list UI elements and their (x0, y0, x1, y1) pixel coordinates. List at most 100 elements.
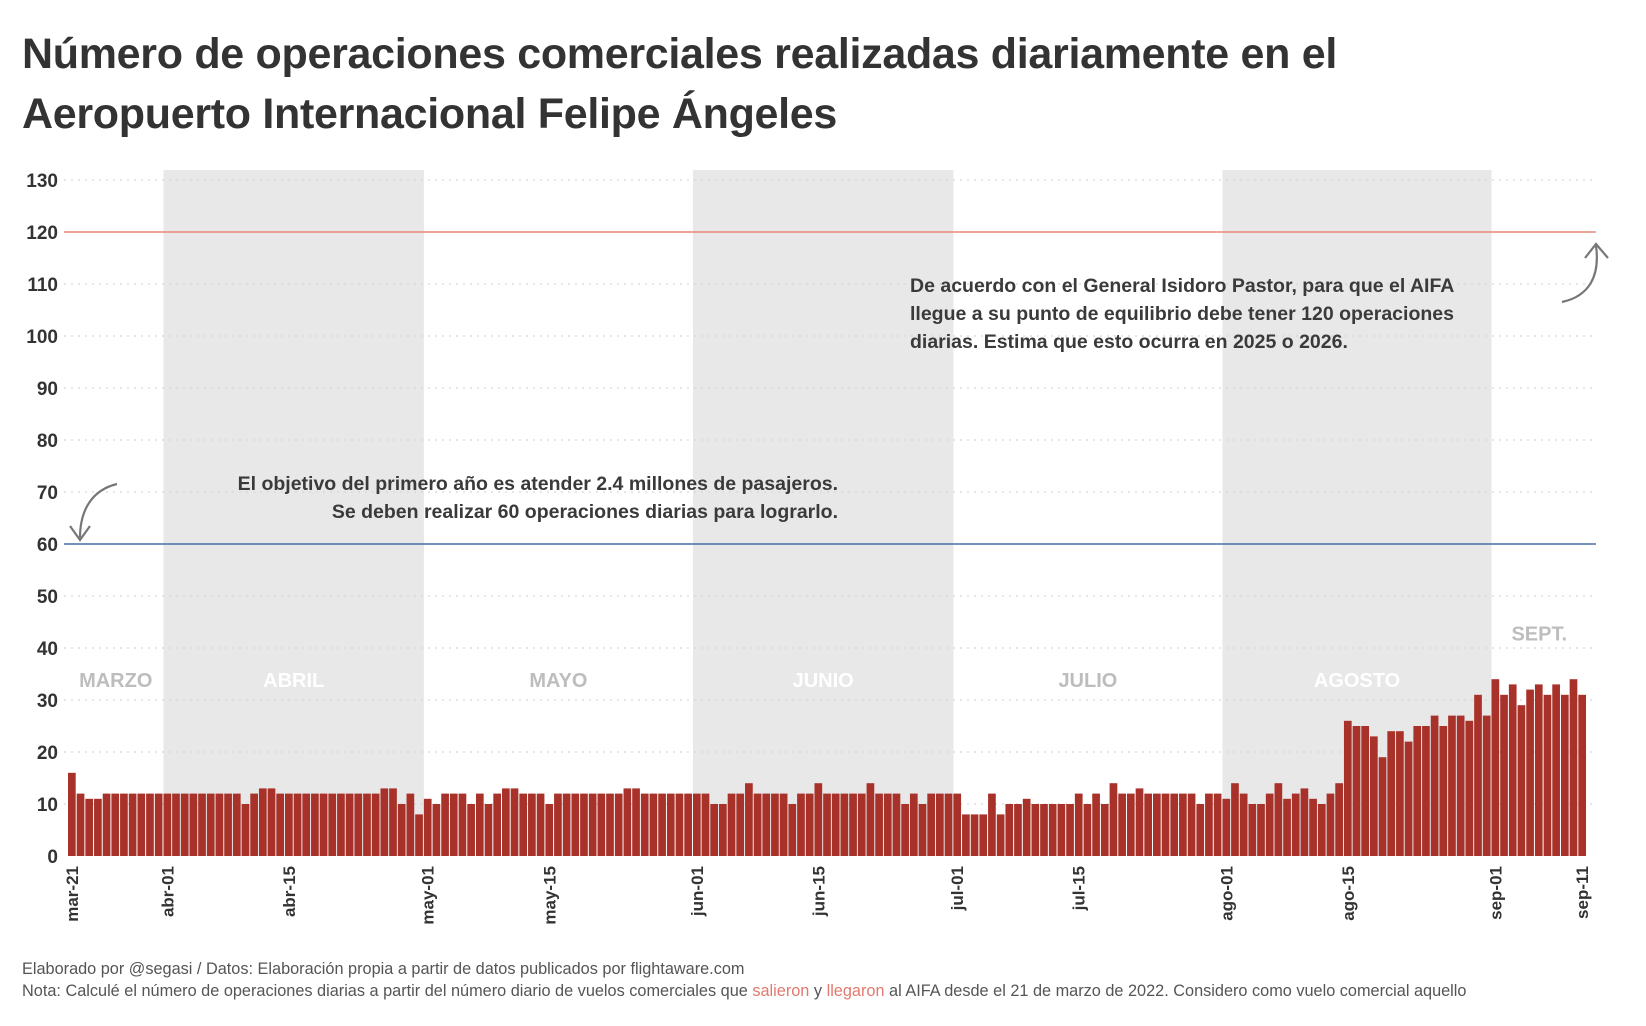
bar-ago-10 (1300, 788, 1309, 856)
x-tick-label: ago-01 (1217, 866, 1236, 921)
bar-jul-15 (1074, 793, 1083, 856)
x-tick-label: sep-11 (1573, 866, 1592, 919)
bar-jun-19 (849, 793, 857, 856)
bar-jun-20 (857, 793, 866, 856)
bar-ago-6 (1265, 793, 1274, 856)
bar-may-12 (519, 793, 528, 856)
x-axis-ticks: mar-21 abr-01 abr-15 may-01 may-15 jun-01 jun-… (63, 866, 1592, 925)
bar-jul-14 (1066, 804, 1074, 856)
bar-jul-17 (1092, 793, 1100, 856)
bar-abr-17 (302, 793, 311, 856)
bar-sep-8 (1552, 684, 1560, 856)
reference-lines (64, 231, 1596, 545)
bar-may-24 (623, 788, 632, 856)
bar-abr-5 (198, 793, 206, 856)
bar-abr-28 (397, 804, 406, 856)
bar-may-15 (545, 804, 554, 856)
bar-abr-2 (172, 793, 180, 856)
bar-sep-9 (1560, 694, 1569, 856)
note-salieron: salieron (752, 982, 810, 1000)
bar-jul-7 (1005, 804, 1014, 856)
bar-ago-4 (1248, 804, 1257, 856)
bar-may-31 (684, 793, 692, 856)
bar-abr-3 (180, 793, 189, 856)
chart-title-line1: Número de operaciones comerciales realiz… (22, 30, 1337, 78)
bar-jun-9 (762, 793, 771, 856)
bar-ago-30 (1474, 694, 1482, 856)
bar-jun-27 (918, 804, 927, 856)
bar-may-10 (502, 788, 510, 856)
bar-ago-8 (1283, 798, 1291, 856)
annotation-120-line1: De acuerdo con el General Isidoro Pastor… (910, 275, 1454, 297)
bar-jun-4 (719, 804, 727, 856)
bar-jul-28 (1187, 793, 1196, 856)
note-y: y (813, 982, 823, 1000)
bar-may-19 (580, 793, 588, 856)
bar-abr-7 (215, 793, 224, 856)
y-tick-label: 70 (37, 483, 58, 504)
bar-mar-21 (68, 772, 76, 856)
bar-abr-10 (241, 804, 250, 856)
bar-jul-11 (1040, 804, 1048, 856)
y-tick-label: 40 (37, 639, 58, 660)
bar-jun-6 (736, 793, 745, 856)
bar-may-16 (554, 793, 562, 856)
y-axis-ticks: 0 10 20 30 40 50 60 70 80 90 100 110 120 130 (26, 171, 58, 868)
bar-ago-15 (1343, 720, 1352, 856)
bar-ago-7 (1274, 783, 1283, 856)
bar-ago-23 (1413, 726, 1422, 856)
bar-jul-27 (1179, 793, 1187, 856)
bar-jun-25 (901, 804, 909, 856)
month-label-jun: JUNIO (793, 670, 854, 692)
bar-jul-31 (1213, 793, 1222, 856)
bar-mar-30 (146, 793, 154, 856)
annotation-120: De acuerdo con el General Isidoro Pastor… (910, 242, 1609, 353)
bar-abr-29 (406, 793, 415, 856)
bar-jul-30 (1205, 793, 1213, 856)
bar-may-18 (571, 793, 580, 856)
month-label-jul: JULIO (1058, 670, 1117, 692)
bar-ago-25 (1430, 715, 1439, 856)
bar-sep-5 (1526, 689, 1534, 856)
bar-may-23 (614, 793, 623, 856)
bar-abr-12 (258, 788, 267, 856)
bar-jun-26 (909, 793, 918, 856)
chart-title-line2: Aeropuerto Internacional Felipe Ángeles (22, 90, 838, 138)
annotation-120-line3: diarias. Estima que esto ocurra en 2025 … (910, 331, 1348, 353)
bar-abr-4 (189, 793, 198, 856)
curved-arrow-down-icon (78, 482, 118, 539)
bar-may-3 (441, 793, 449, 856)
x-tick-label: jul-01 (948, 866, 967, 911)
x-tick-label: jul-15 (1070, 866, 1089, 911)
bar-may-1 (423, 798, 432, 856)
x-tick-label: jun-15 (809, 866, 828, 917)
annotation-60-line2: Se deben realizar 60 operaciones diarias… (332, 501, 838, 523)
y-tick-label: 60 (37, 535, 58, 556)
bar-jun-21 (866, 783, 875, 856)
note-text-end: al AIFA desde el 21 de marzo de 2022. Co… (889, 982, 1467, 1000)
annotation-60-line1: El objetivo del primero año es atender 2… (238, 473, 838, 495)
bar-ago-13 (1326, 793, 1335, 856)
bar-jun-17 (831, 793, 840, 856)
annotation-120-line2: llegue a su punto de equilibrio debe ten… (910, 303, 1454, 325)
bar-jun-16 (823, 793, 831, 856)
bar-jul-24 (1153, 793, 1161, 856)
bar-mar-22 (76, 793, 85, 856)
x-tick-label: mar-21 (63, 866, 82, 922)
bar-mar-28 (128, 793, 137, 856)
bar-jul-10 (1031, 804, 1040, 856)
bar-ago-18 (1370, 736, 1378, 856)
bar-jul-9 (1022, 798, 1031, 856)
bar-jun-13 (797, 793, 805, 856)
bar-jul-19 (1109, 783, 1118, 856)
month-label-ago: AGOSTO (1314, 670, 1400, 692)
note-llegaron: llegaron (826, 982, 885, 1000)
x-tick-label: may-01 (419, 866, 438, 925)
bar-abr-25 (371, 793, 380, 856)
y-tick-label: 0 (47, 847, 58, 868)
bar-jul-5 (988, 793, 996, 856)
month-label-abr: ABRIL (263, 670, 324, 692)
bar-ago-3 (1239, 793, 1248, 856)
y-tick-label: 110 (27, 275, 58, 296)
bar-ago-22 (1404, 741, 1413, 856)
